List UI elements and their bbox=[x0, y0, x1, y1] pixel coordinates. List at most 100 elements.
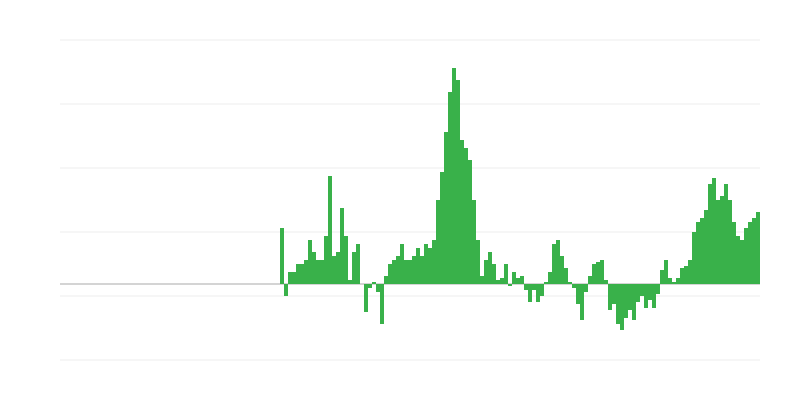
bar bbox=[616, 284, 620, 324]
bar bbox=[356, 244, 360, 284]
bar bbox=[348, 280, 352, 284]
bar bbox=[736, 236, 740, 284]
bar bbox=[528, 284, 532, 302]
bar bbox=[540, 284, 544, 296]
bar bbox=[372, 282, 376, 284]
bar bbox=[288, 272, 292, 284]
bar bbox=[340, 208, 344, 284]
bar bbox=[312, 252, 316, 284]
bar bbox=[480, 276, 484, 284]
bar bbox=[400, 244, 404, 284]
bar bbox=[456, 80, 460, 284]
bar bbox=[744, 228, 748, 284]
bar bbox=[668, 278, 672, 284]
bar bbox=[732, 222, 736, 284]
bar bbox=[580, 284, 584, 320]
bar bbox=[636, 284, 640, 302]
bar bbox=[652, 284, 656, 308]
bar bbox=[364, 284, 368, 312]
bar bbox=[712, 178, 716, 284]
bar bbox=[304, 260, 308, 284]
bar bbox=[488, 252, 492, 284]
bar bbox=[384, 276, 388, 284]
bar bbox=[752, 218, 756, 284]
bar bbox=[432, 240, 436, 284]
bar bbox=[596, 262, 600, 284]
bar bbox=[388, 264, 392, 284]
bar bbox=[512, 272, 516, 284]
bar bbox=[516, 278, 520, 284]
bar bbox=[296, 264, 300, 284]
bar bbox=[308, 240, 312, 284]
bar bbox=[716, 200, 720, 284]
bar bbox=[508, 284, 512, 286]
bar bbox=[380, 284, 384, 324]
bar bbox=[344, 236, 348, 284]
bar bbox=[588, 276, 592, 284]
bar bbox=[700, 218, 704, 284]
bar bbox=[676, 278, 680, 284]
bar bbox=[452, 68, 456, 284]
bar bbox=[728, 200, 732, 284]
bar bbox=[572, 284, 576, 288]
bar bbox=[740, 240, 744, 284]
bar bbox=[604, 280, 608, 284]
bar bbox=[632, 284, 636, 320]
bar bbox=[692, 232, 696, 284]
bar bbox=[492, 264, 496, 284]
bar bbox=[472, 200, 476, 284]
bar bbox=[496, 280, 500, 284]
bar bbox=[620, 284, 624, 330]
bar bbox=[532, 284, 536, 290]
bar bbox=[704, 210, 708, 284]
bar bbox=[552, 244, 556, 284]
bar bbox=[660, 270, 664, 284]
bar bbox=[436, 200, 440, 284]
bar bbox=[396, 256, 400, 284]
bar bbox=[424, 244, 428, 284]
bar bbox=[316, 260, 320, 284]
bar bbox=[644, 284, 648, 308]
bar bbox=[756, 212, 760, 284]
bar bbox=[324, 236, 328, 284]
bar bbox=[560, 256, 564, 284]
bar bbox=[416, 248, 420, 284]
bar bbox=[524, 284, 528, 290]
bar bbox=[608, 284, 612, 310]
bar bbox=[352, 252, 356, 284]
bar bbox=[648, 284, 652, 300]
bar bbox=[292, 272, 296, 284]
bar bbox=[284, 284, 288, 296]
bar bbox=[408, 260, 412, 284]
bar bbox=[332, 256, 336, 284]
bar bbox=[680, 268, 684, 284]
bar bbox=[624, 284, 628, 318]
bar bbox=[696, 222, 700, 284]
bar bbox=[448, 92, 452, 284]
bar bbox=[640, 284, 644, 296]
bar bbox=[484, 260, 488, 284]
bar bbox=[404, 260, 408, 284]
bar bbox=[464, 148, 468, 284]
bar bbox=[708, 184, 712, 284]
bar bbox=[504, 264, 508, 284]
bar bbox=[368, 284, 372, 288]
bar bbox=[536, 284, 540, 302]
bar bbox=[592, 264, 596, 284]
bar bbox=[280, 228, 284, 284]
bar bbox=[420, 256, 424, 284]
bar bbox=[336, 252, 340, 284]
bar bbox=[520, 276, 524, 284]
bar bbox=[556, 240, 560, 284]
bar bbox=[320, 260, 324, 284]
bar bbox=[300, 264, 304, 284]
bar bbox=[328, 176, 332, 284]
bar bbox=[392, 260, 396, 284]
bar bbox=[656, 284, 660, 294]
bar bbox=[664, 260, 668, 284]
bar bbox=[428, 248, 432, 284]
bar bbox=[576, 284, 580, 304]
bar bbox=[684, 266, 688, 284]
bar bbox=[548, 272, 552, 284]
